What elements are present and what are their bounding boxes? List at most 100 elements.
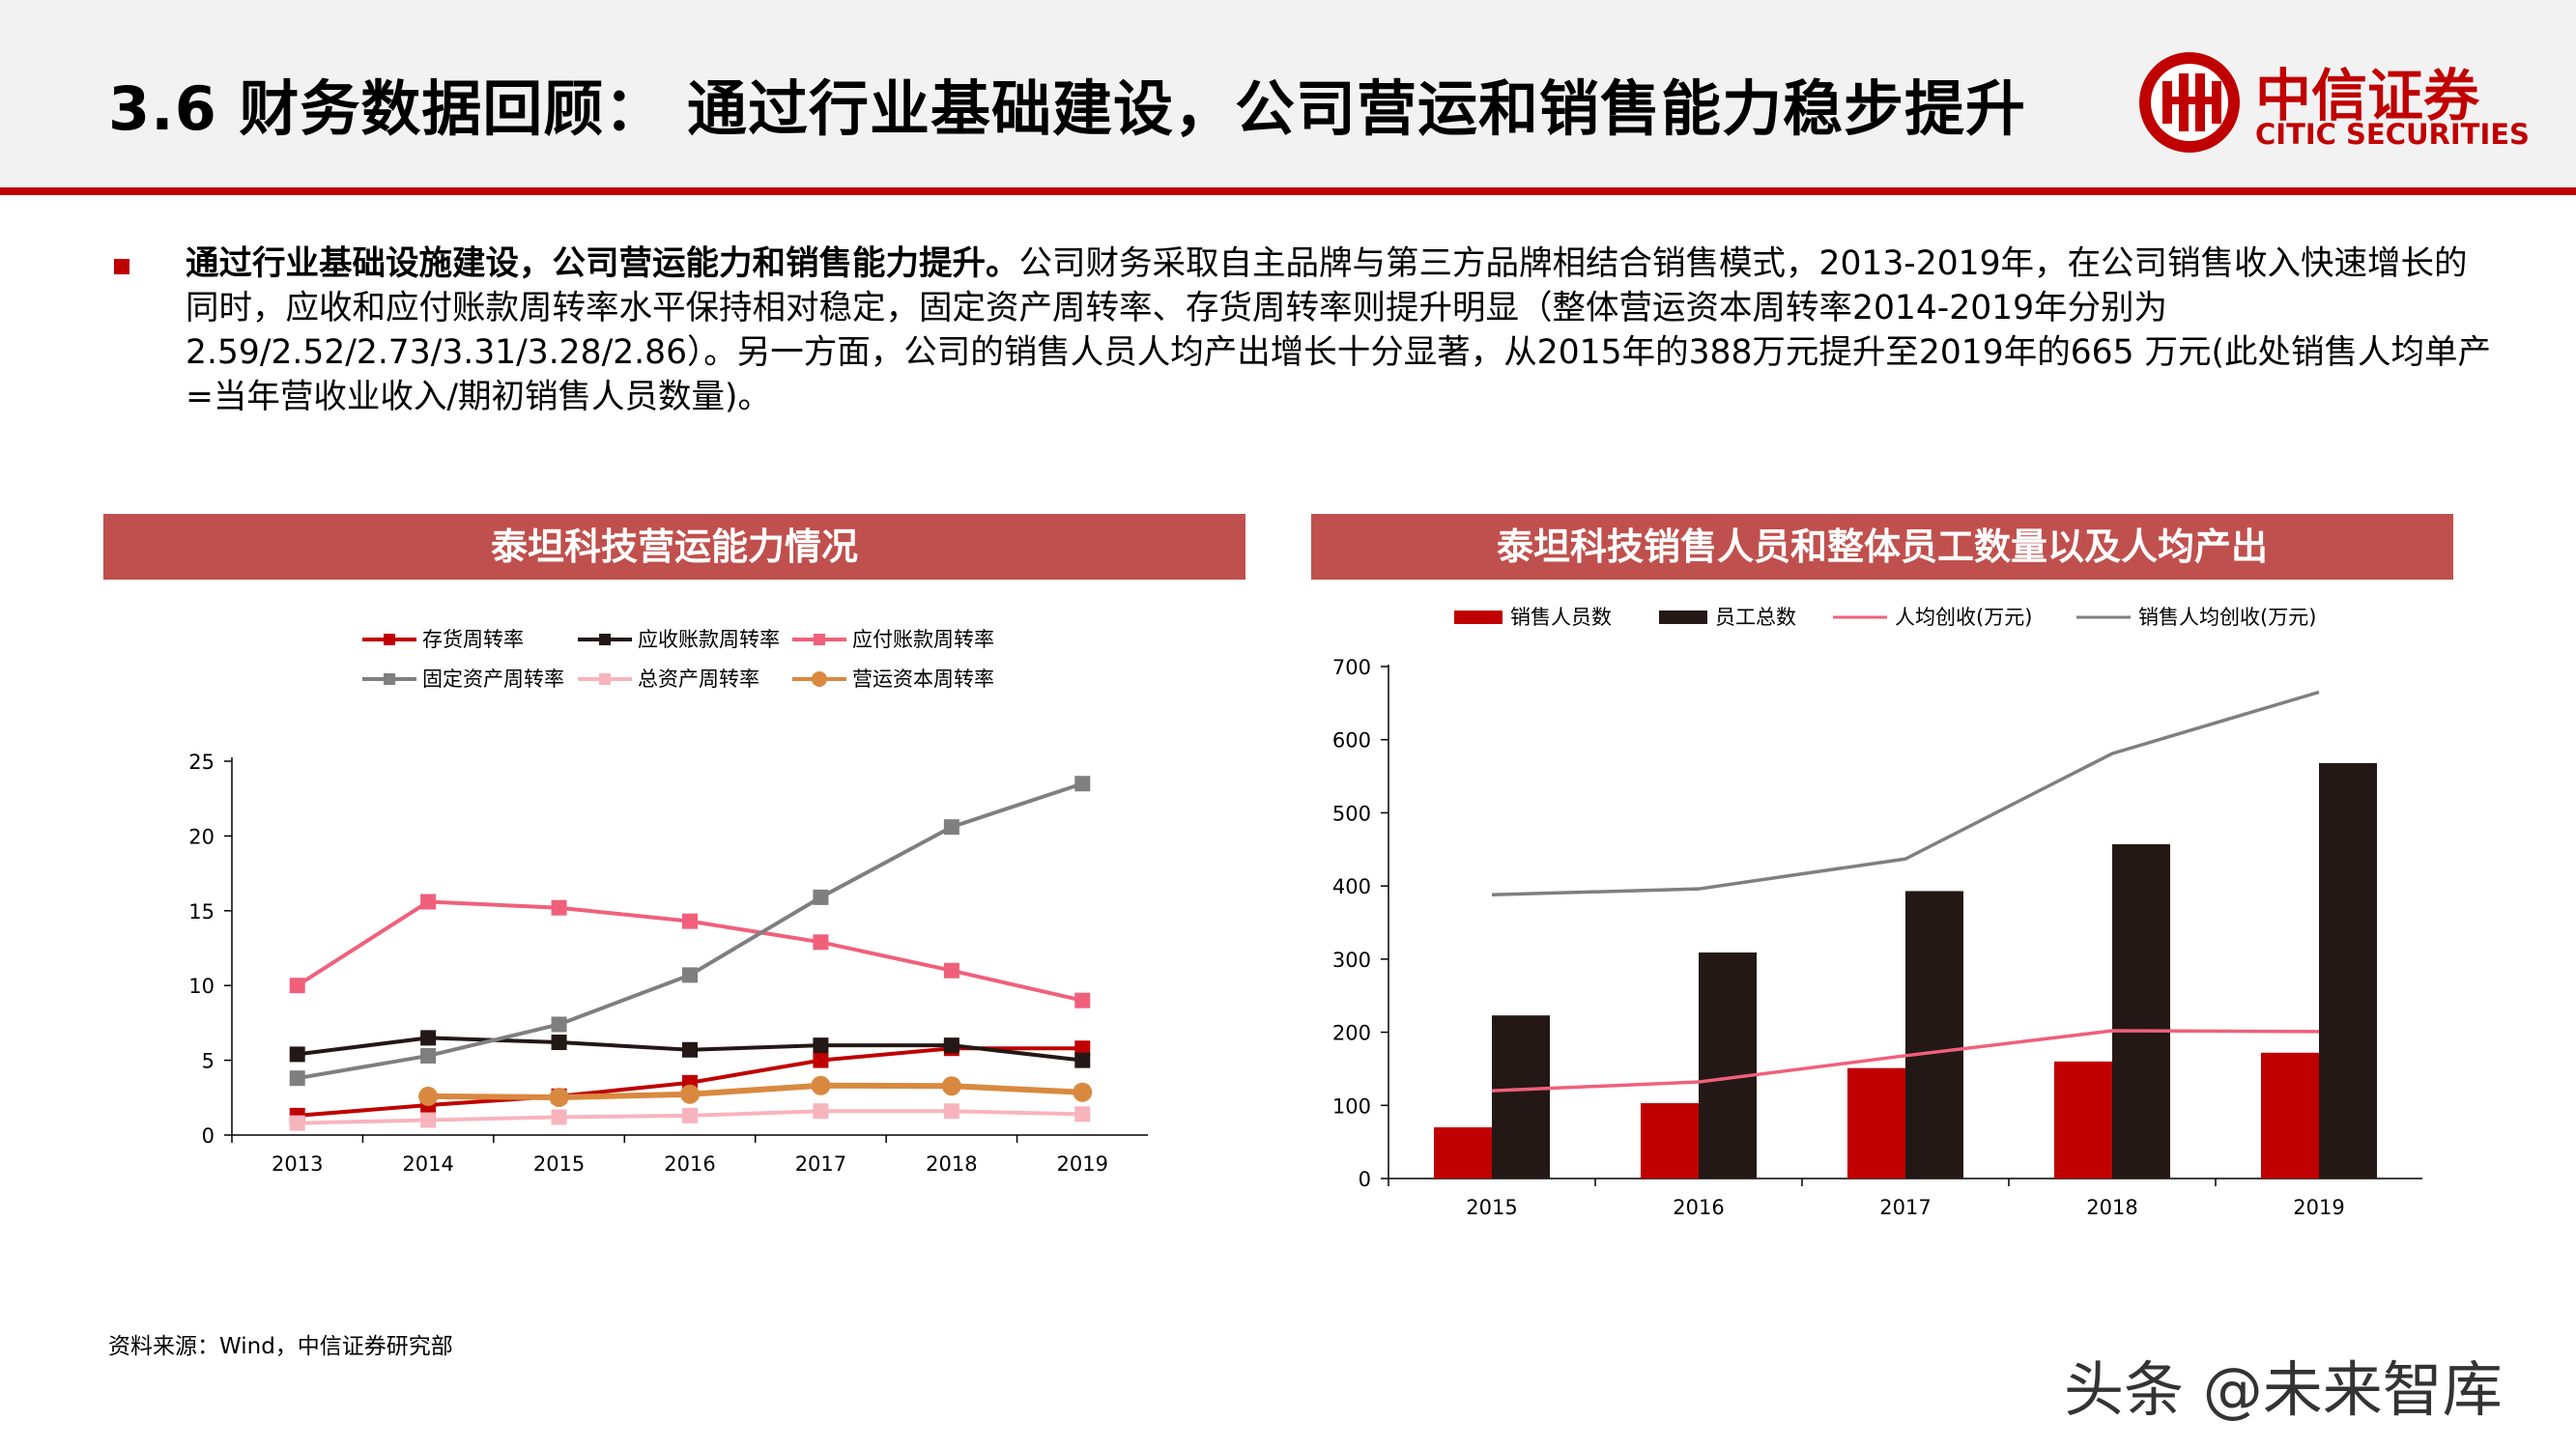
data-point [813, 1103, 829, 1120]
summary-text: 公司财务采取自主品牌与第三方品牌相结合销售模式，2013-2019年，在公司销售… [186, 244, 2491, 416]
data-point [1074, 1040, 1091, 1057]
x-tick-label: 2019 [1057, 1152, 1108, 1176]
summary-bold: 通过行业基础设施建设，公司营运能力和销售能力提升。 [186, 244, 1019, 283]
data-point [420, 1030, 437, 1046]
data-point [680, 1084, 700, 1104]
citic-logo-icon [2139, 52, 2240, 153]
legend-marker [599, 634, 611, 645]
x-tick-label: 2013 [272, 1152, 323, 1176]
y-tick-label: 600 [1332, 729, 1371, 753]
x-tick-label: 2019 [2293, 1196, 2344, 1219]
y-tick-label: 15 [188, 900, 215, 923]
y-tick-label: 300 [1332, 949, 1371, 972]
y-tick-label: 700 [1332, 656, 1371, 679]
data-point [420, 1047, 437, 1064]
bar [1434, 1127, 1492, 1179]
x-tick-label: 2016 [1673, 1196, 1724, 1219]
data-point [1073, 1082, 1093, 1102]
x-tick-label: 2016 [664, 1152, 715, 1176]
header-divider [0, 187, 2576, 195]
data-point [813, 934, 829, 951]
x-tick-label: 2018 [2086, 1196, 2137, 1219]
y-tick-label: 25 [188, 751, 215, 774]
data-point [551, 1109, 567, 1125]
data-point [289, 1070, 305, 1087]
data-point [1074, 1052, 1091, 1068]
data-point [943, 1037, 959, 1054]
header-bar: 3.6 财务数据回顾： 通过行业基础建设，公司营运和销售能力稳步提升 中信证券 … [0, 0, 2576, 187]
data-point [943, 1103, 959, 1120]
data-point [1074, 992, 1091, 1009]
legend-marker [812, 671, 827, 687]
staff-bar-line-chart: 0 100 200 300 400 500 600 700 2015 2016 2017 2018 20… [1332, 606, 2422, 1219]
y-tick-label: 5 [202, 1050, 215, 1073]
y-tick-label: 20 [188, 825, 215, 848]
legend-label: 应收账款周转率 [638, 628, 780, 651]
right-chart-title: 泰坦科技销售人员和整体员工数量以及人均产出 [1311, 514, 2453, 580]
bar [2319, 762, 2377, 1179]
legend-label: 应付账款周转率 [852, 628, 994, 651]
series-line [1491, 1029, 2320, 1093]
data-point [420, 1112, 437, 1128]
bar [1492, 1015, 1550, 1179]
data-point [682, 967, 698, 983]
logo-text-en: CITIC SECURITIES [2255, 118, 2530, 151]
watermark: 头条 @未来智库 [2064, 1354, 2503, 1425]
bar [1905, 891, 1963, 1179]
series-line [428, 1082, 1083, 1100]
data-point [943, 962, 959, 979]
x-tick-label: 2014 [402, 1152, 453, 1176]
legend-label: 销售人员数 [1510, 606, 1612, 629]
data-point [289, 1046, 305, 1063]
legend-marker [814, 634, 825, 645]
legend-swatch [1454, 611, 1503, 624]
x-tick-label: 2018 [926, 1152, 977, 1176]
x-tick-label: 2015 [533, 1152, 585, 1176]
data-point [1074, 1106, 1091, 1122]
summary-paragraph: 通过行业基础设施建设，公司营运能力和销售能力提升。公司财务采取自主品牌与第三方品… [186, 242, 2495, 419]
data-point [811, 1075, 831, 1095]
legend-marker [599, 673, 611, 685]
data-point [682, 1107, 698, 1123]
series-line [1491, 690, 2320, 896]
bar [1847, 1067, 1905, 1179]
y-tick-label: 200 [1332, 1022, 1371, 1045]
y-tick-label: 400 [1332, 875, 1371, 898]
data-point [813, 1037, 829, 1054]
bar [1699, 952, 1757, 1179]
legend-marker [384, 634, 395, 645]
x-tick-label: 2017 [795, 1152, 846, 1176]
data-point [549, 1087, 569, 1107]
series-line [297, 781, 1083, 1081]
bar [2261, 1052, 2319, 1179]
legend-swatch [1659, 611, 1707, 624]
legend-label: 存货周转率 [422, 628, 524, 651]
data-point [813, 889, 829, 905]
turnover-line-chart: 0 5 10 15 20 25 2013 2014 2015 2016 2017 2018 2019 存货… [188, 628, 1148, 1176]
y-tick-label: 10 [188, 975, 215, 998]
data-point [289, 1115, 305, 1131]
legend-marker [384, 673, 395, 685]
data-point [420, 894, 437, 910]
legend-label: 固定资产周转率 [422, 668, 564, 691]
legend-label: 人均创收(万元) [1895, 606, 2032, 629]
data-point [682, 913, 698, 929]
legend-label: 营运资本周转率 [852, 668, 994, 691]
y-tick-label: 100 [1332, 1094, 1371, 1118]
legend-label: 员工总数 [1715, 606, 1796, 629]
data-point [418, 1086, 439, 1106]
x-tick-label: 2017 [1879, 1196, 1931, 1219]
y-tick-label: 0 [202, 1124, 215, 1148]
bullet-marker [114, 259, 129, 274]
data-point [551, 1035, 567, 1051]
logo-text-cn: 中信证券 [2255, 63, 2480, 128]
bar [2054, 1061, 2112, 1179]
x-tick-label: 2015 [1466, 1196, 1517, 1219]
data-point [941, 1076, 961, 1096]
data-point [682, 1041, 698, 1058]
citic-logo: 中信证券 CITIC SECURITIES [2135, 44, 2530, 160]
left-chart-title: 泰坦科技营运能力情况 [103, 514, 1245, 580]
data-point [551, 1016, 567, 1033]
data-point [1074, 776, 1091, 792]
y-tick-label: 0 [1359, 1168, 1371, 1191]
